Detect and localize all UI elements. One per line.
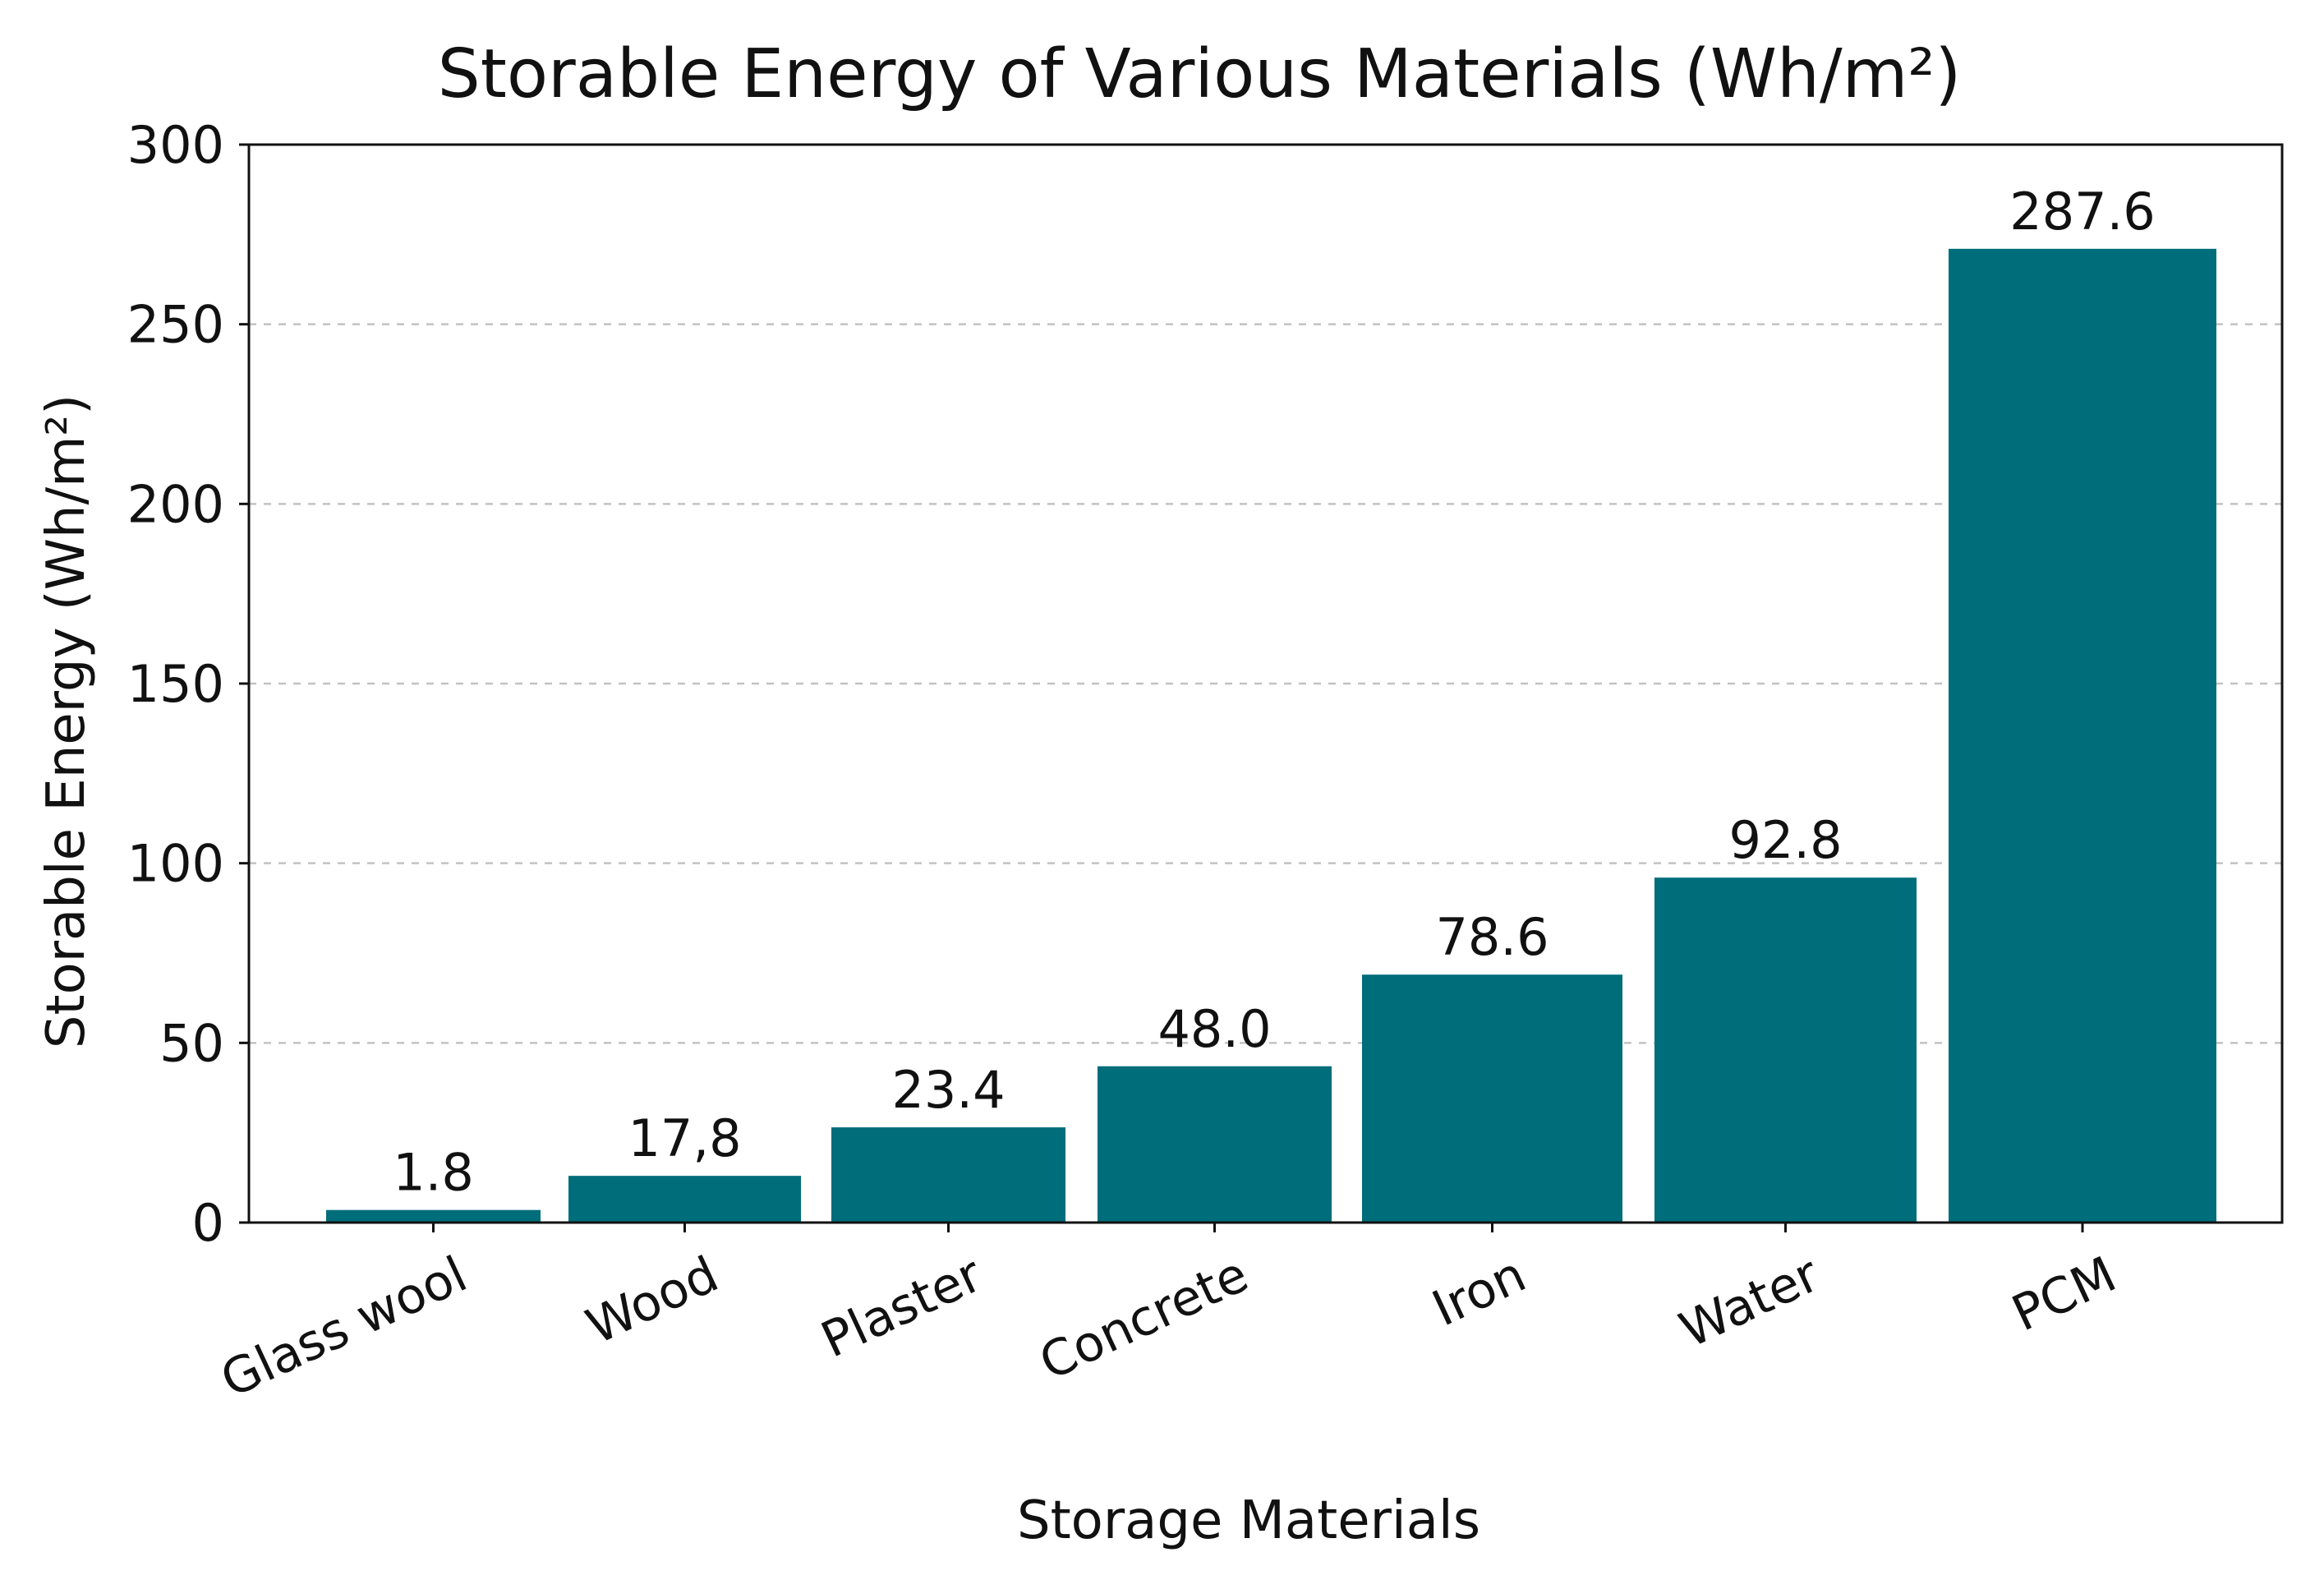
x-axis-title: Storage Materials xyxy=(1017,1490,1480,1551)
x-tick-label: Water xyxy=(1671,1246,1828,1360)
data-label: 287.6 xyxy=(2009,182,2156,242)
data-label: 17,8 xyxy=(628,1108,741,1168)
bar-water xyxy=(1654,877,1917,1223)
x-tick-label: Glass wool xyxy=(213,1246,476,1409)
bar-pcm xyxy=(1949,248,2216,1223)
y-tick-label: 100 xyxy=(127,834,224,894)
chart-title: Storable Energy of Various Materials (Wh… xyxy=(438,35,1962,113)
x-tick-label: Wood xyxy=(578,1246,727,1356)
x-tick-label: Iron xyxy=(1424,1246,1535,1338)
bar-wood xyxy=(568,1176,801,1223)
bars xyxy=(326,248,2216,1223)
x-tick-label: Plaster xyxy=(813,1246,992,1370)
data-label: 23.4 xyxy=(891,1060,1005,1120)
data-label: 1.8 xyxy=(393,1143,474,1203)
bar-glass-wool xyxy=(326,1209,541,1223)
y-tick-label: 150 xyxy=(127,654,224,714)
bar-iron xyxy=(1362,974,1622,1223)
data-label: 92.8 xyxy=(1728,810,1842,870)
bar-concrete xyxy=(1098,1066,1332,1223)
y-tick-label: 300 xyxy=(127,115,224,175)
y-tick-label: 250 xyxy=(127,295,224,355)
plot-frame xyxy=(247,143,2284,1224)
y-tick-label: 50 xyxy=(159,1013,224,1073)
y-tick-labels: 0 50 100 150 200 250 300 xyxy=(127,115,249,1253)
x-tick-labels: Glass wool Wood Plaster Concrete Iron Water PC… xyxy=(213,1223,2124,1409)
bar-plaster xyxy=(831,1127,1065,1223)
x-tick-label: PCM xyxy=(2004,1246,2124,1343)
y-axis-title: Storable Energy (Wh/m²) xyxy=(36,394,97,1048)
data-label: 78.6 xyxy=(1435,907,1549,967)
y-tick-label: 200 xyxy=(127,474,224,534)
data-label: 48.0 xyxy=(1157,999,1271,1059)
y-tick-label: 0 xyxy=(192,1193,224,1253)
x-tick-label: Concrete xyxy=(1031,1246,1257,1392)
data-labels: 1.8 17,8 23.4 48.0 78.6 92.8 287.6 xyxy=(393,182,2156,1203)
